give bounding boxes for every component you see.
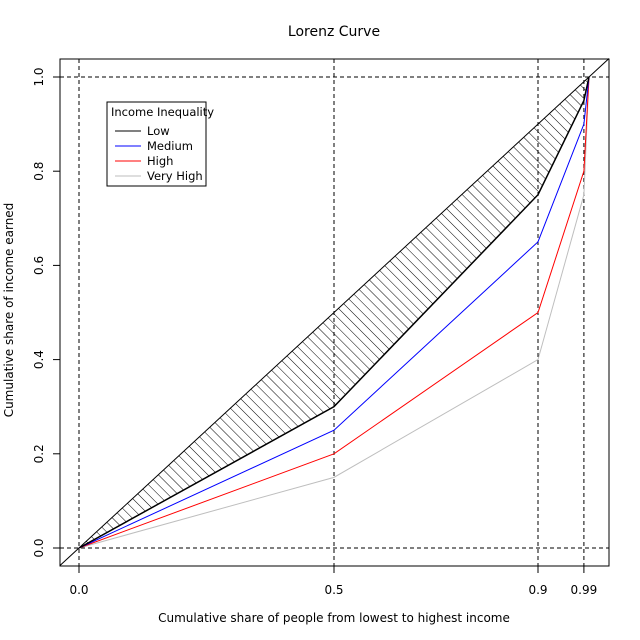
legend-title: Income Inequality <box>111 105 214 119</box>
y-tick-label-2: 0.4 <box>32 350 46 369</box>
x-tick-label-1: 0.5 <box>324 583 343 597</box>
x-tick-label-3: 0.99 <box>571 583 598 597</box>
legend-label-very-high: Very High <box>147 169 203 183</box>
series-line-high <box>78 76 590 549</box>
y-tick-label-3: 0.6 <box>32 256 46 275</box>
series-line-medium <box>78 76 590 549</box>
x-tick-label-0: 0.0 <box>69 583 88 597</box>
y-tick-label-4: 0.8 <box>32 162 46 181</box>
x-axis-label: Cumulative share of people from lowest t… <box>158 611 510 625</box>
legend-box <box>106 101 207 187</box>
y-tick-label-1: 0.2 <box>32 444 46 463</box>
legend-label-medium: Medium <box>147 139 193 153</box>
x-tick-label-2: 0.9 <box>528 583 547 597</box>
y-tick-label-5: 1.0 <box>32 67 46 86</box>
series-line-very-high <box>78 76 590 549</box>
plot-area: 0.0 0.5 0.9 0.99 0.0 0.2 0.4 0.6 0.8 1.0 Income In… <box>32 58 610 597</box>
series-line-low <box>78 76 590 549</box>
legend-label-high: High <box>147 154 173 168</box>
legend-label-low: Low <box>147 124 170 138</box>
y-axis-label: Cumulative share of income earned <box>2 203 16 418</box>
y-tick-label-0: 0.0 <box>32 538 46 557</box>
chart-title: Lorenz Curve <box>288 24 380 40</box>
